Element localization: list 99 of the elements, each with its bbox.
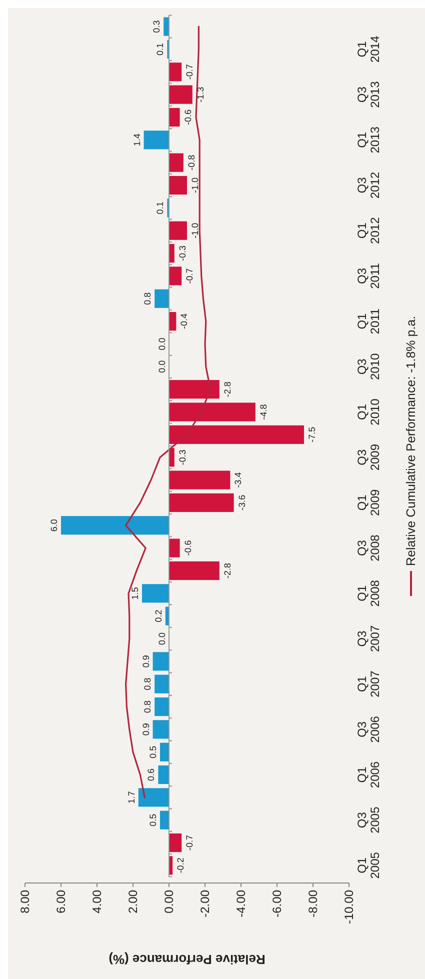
bar: [169, 85, 192, 104]
bar: [61, 516, 169, 535]
data-label: -1.0: [190, 222, 200, 238]
x-tick-label: -2.00: [198, 890, 212, 918]
bar: [169, 833, 182, 852]
bar: [152, 652, 169, 671]
y-tick-label: Q1 2007: [355, 670, 382, 698]
data-label: -2.8: [222, 382, 232, 398]
bar: [158, 765, 169, 784]
data-label: -0.7: [184, 268, 195, 284]
bar: [169, 470, 230, 490]
y-tick-label: Q1 2013: [355, 126, 382, 154]
data-label: -0.7: [184, 64, 195, 80]
bar: [169, 402, 256, 422]
x-tick-label: -4.00: [234, 890, 248, 918]
data-label: -0.6: [182, 540, 193, 556]
data-label: -0.7: [184, 835, 195, 851]
y-tick-label: Q3 2013: [355, 80, 382, 108]
data-label: -0.2: [176, 858, 186, 874]
data-label: -7.5: [307, 426, 317, 442]
bar: [169, 266, 182, 286]
data-label: 0.1: [155, 42, 166, 56]
x-tick-label: 2.00: [126, 890, 140, 914]
x-axis-title: Relative Performance (%): [108, 952, 266, 967]
data-label: -0.3: [177, 246, 188, 262]
text: Relative Cumulative Performance: -1.8% p.a.: [404, 316, 418, 566]
data-label: -0.6: [182, 109, 193, 126]
bar: [169, 425, 304, 444]
data-label: 0.0: [157, 632, 167, 645]
data-label: 0.5: [148, 746, 158, 758]
data-label: -2.8: [222, 562, 232, 578]
bar: [169, 312, 176, 331]
y-tick-label: Q1 2008: [355, 580, 382, 607]
data-label: 0.9: [140, 655, 151, 668]
data-label: -3.4: [233, 472, 244, 488]
data-label: 0.8: [142, 678, 153, 690]
data-label: -0.3: [177, 450, 188, 466]
data-label: 0.1: [155, 202, 166, 214]
bar: [169, 176, 187, 195]
data-label: 0.5: [148, 814, 158, 826]
x-tick-label: 0.00: [162, 890, 176, 914]
x-tick-label: -6.00: [270, 890, 284, 918]
bar: [164, 17, 169, 36]
y-tick-label: Q3 2006: [355, 716, 382, 743]
y-tick-label: Q1 2010: [355, 398, 382, 426]
y-tick-label: Q3 2008: [355, 534, 382, 562]
y-tick-label: Q1 2012: [355, 216, 382, 244]
bar: [169, 221, 187, 240]
data-label: 0.8: [142, 700, 153, 713]
bar: [169, 493, 234, 512]
data-label: -3.6: [236, 494, 247, 510]
bar: [154, 674, 169, 694]
data-label: -1.0: [190, 178, 200, 194]
bar: [160, 810, 169, 830]
bar: [169, 108, 180, 127]
bar: [138, 788, 169, 807]
x-tick-label: -8.00: [306, 890, 320, 918]
y-tick-label: Q1 2014: [355, 36, 382, 63]
x-tick-label: 6.00: [54, 890, 68, 914]
y-tick-label: Q3 2012: [355, 172, 382, 199]
y-tick-label: Q1 2009: [355, 489, 382, 516]
data-label: 1.7: [126, 791, 136, 804]
data-label: 0.6: [146, 768, 156, 782]
data-label: -0.4: [179, 314, 190, 330]
data-label: 0.2: [153, 610, 164, 622]
y-tick-label: Q1 2011: [355, 308, 382, 334]
x-tick-label: 8.00: [18, 890, 32, 914]
bar: [169, 244, 174, 263]
data-label: 0.3: [152, 20, 162, 33]
y-tick-label: Q3 2005: [355, 806, 382, 834]
bar: [169, 380, 220, 399]
bar: [152, 720, 169, 739]
data-label: 6.0: [49, 519, 59, 532]
data-label: 0.0: [157, 360, 167, 373]
data-label: -4.8: [258, 404, 268, 420]
x-tick-label: -10.00: [342, 890, 356, 924]
bar: [154, 697, 169, 716]
y-tick-label: Q3 2009: [355, 444, 382, 471]
bar: [160, 742, 169, 762]
y-tick-label: Q1 2005: [355, 852, 382, 879]
y-tick-label: Q3 2007: [355, 625, 382, 652]
x-tick-label: 4.00: [90, 890, 104, 914]
data-label: -1.3: [195, 86, 206, 102]
data-label: 0.0: [157, 338, 167, 350]
data-label: 0.9: [140, 723, 151, 736]
data-label: 1.4: [132, 134, 142, 146]
bar: [154, 289, 169, 308]
bar: [142, 584, 169, 603]
y-tick-label: Q1 2006: [355, 761, 382, 788]
data-label: 1.5: [130, 587, 140, 600]
bar: [144, 130, 169, 150]
data-label: 0.8: [142, 292, 153, 305]
y-tick-label: Q3 2010: [355, 352, 382, 380]
bar: [169, 153, 184, 172]
y-tick-label: Q3 2011: [355, 262, 382, 289]
bar: [169, 561, 220, 580]
bar: [169, 538, 180, 558]
data-label: -0.8: [186, 154, 196, 170]
bar: [169, 62, 182, 82]
